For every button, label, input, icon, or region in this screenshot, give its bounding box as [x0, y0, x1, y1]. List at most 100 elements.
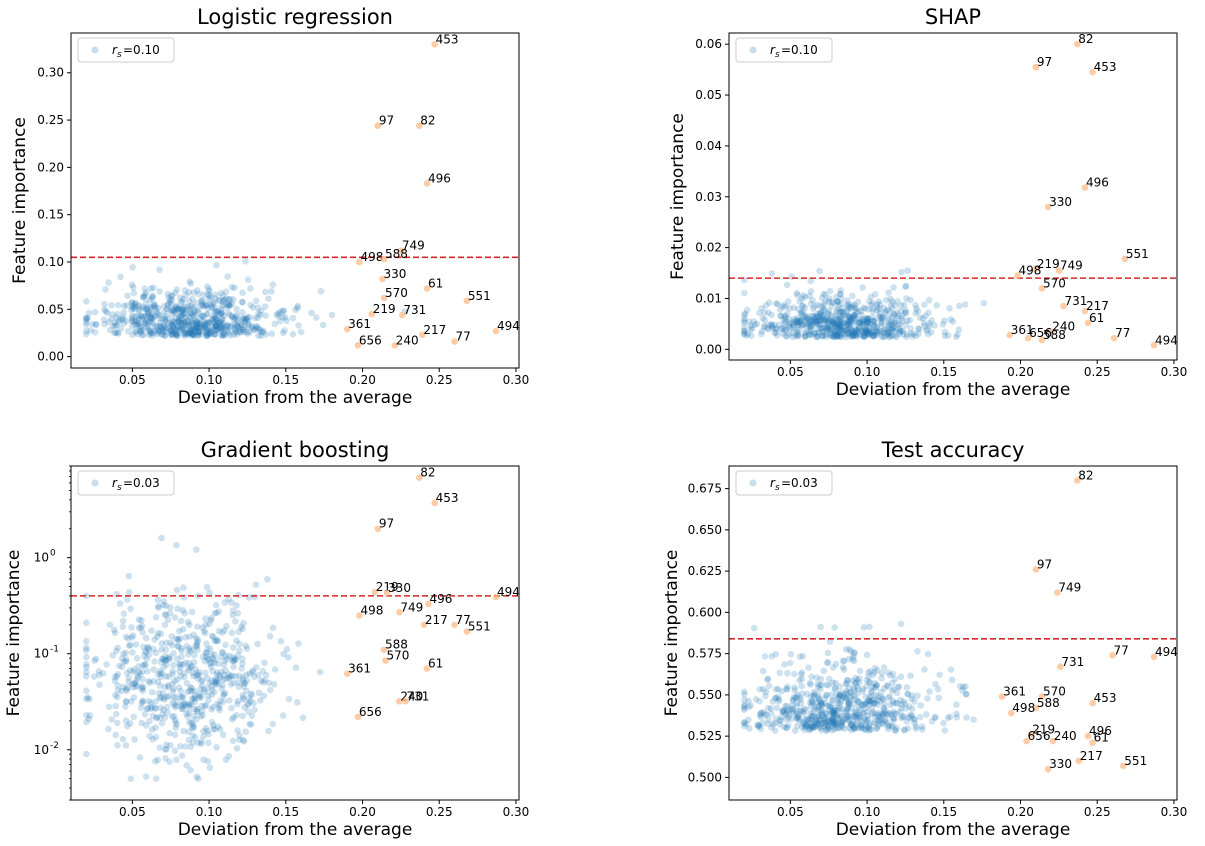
data-point [799, 302, 806, 310]
legend-label: =0.10 [123, 43, 160, 57]
data-point [128, 322, 136, 330]
data-point [203, 332, 211, 340]
data-point [248, 712, 256, 719]
data-point [265, 727, 272, 735]
data-point [195, 308, 202, 316]
data-point [807, 277, 814, 285]
data-point [847, 317, 855, 325]
data-point [198, 312, 205, 319]
data-point [818, 308, 825, 316]
data-point [811, 330, 818, 337]
data-point [876, 309, 884, 317]
data-point [830, 320, 838, 328]
data-point [148, 294, 156, 302]
data-point [105, 703, 113, 711]
data-point [866, 330, 873, 337]
data-point [794, 332, 802, 340]
y-tick-label: 0.30 [37, 66, 64, 80]
data-point [844, 326, 851, 333]
data-point [878, 674, 885, 682]
data-point [778, 303, 786, 310]
data-point [914, 308, 922, 315]
data-point [828, 326, 835, 333]
data-point [246, 285, 254, 292]
data-point [209, 633, 217, 641]
chart-title: Gradient boosting [201, 438, 390, 462]
data-point [143, 305, 151, 313]
data-point [853, 329, 860, 336]
data-point [218, 309, 226, 316]
data-point [902, 309, 910, 317]
data-point [884, 330, 891, 338]
data-point [190, 330, 197, 338]
data-point [885, 332, 893, 340]
data-point [741, 722, 748, 730]
data-point [240, 682, 248, 690]
data-point [878, 319, 885, 327]
data-point [898, 315, 905, 322]
data-point [870, 331, 878, 339]
x-tick-label: 0.05 [777, 365, 804, 379]
data-point [812, 720, 819, 728]
data-point [130, 289, 138, 297]
data-point [213, 326, 221, 334]
y-tick-label: 10 [34, 647, 49, 661]
data-point [186, 328, 194, 335]
data-point [829, 316, 837, 324]
data-point [851, 679, 859, 687]
data-point [235, 679, 242, 686]
data-point [84, 314, 92, 322]
data-point [219, 292, 227, 299]
data-point [165, 300, 172, 308]
outlier-label: 749 [1058, 581, 1081, 595]
data-point [279, 712, 287, 719]
data-point [852, 306, 859, 313]
data-point [834, 305, 841, 313]
data-points [741, 267, 988, 341]
x-tick-label: 0.15 [272, 805, 299, 819]
data-point [236, 640, 243, 648]
data-point [230, 657, 238, 665]
data-point [931, 322, 938, 329]
data-point [222, 295, 230, 302]
data-point [798, 322, 806, 329]
data-point [225, 752, 233, 760]
data-point [869, 333, 877, 340]
data-point [114, 310, 121, 318]
data-point [226, 302, 233, 310]
data-point [924, 330, 932, 338]
data-point [799, 308, 807, 315]
legend: r s =0.03 [735, 470, 833, 496]
data-point [164, 314, 172, 322]
data-point [851, 328, 859, 336]
data-point [772, 329, 780, 337]
x-tick-label: 0.15 [930, 805, 957, 819]
y-tick-label: 0.03 [695, 190, 722, 204]
data-point [200, 733, 207, 740]
data-point [785, 315, 793, 323]
data-point [818, 332, 826, 339]
x-tick-label: 0.15 [930, 365, 957, 379]
data-point [741, 324, 748, 331]
data-point [152, 757, 159, 765]
data-point [294, 302, 302, 310]
data-point [846, 321, 853, 329]
data-point [768, 323, 775, 330]
data-point [217, 306, 225, 314]
data-point [814, 325, 821, 333]
data-point [839, 326, 846, 334]
data-point [768, 270, 776, 277]
data-point [217, 327, 225, 335]
data-point [888, 326, 895, 334]
x-tick-label: 0.05 [119, 805, 146, 819]
data-point [217, 310, 225, 317]
data-point [869, 317, 877, 325]
data-point [195, 331, 202, 339]
data-point [256, 311, 264, 319]
data-point [226, 300, 233, 308]
y-tick-label: 0.600 [688, 605, 722, 619]
data-point [209, 316, 216, 324]
data-point [833, 326, 841, 334]
data-point [896, 325, 903, 332]
data-point [214, 309, 222, 316]
